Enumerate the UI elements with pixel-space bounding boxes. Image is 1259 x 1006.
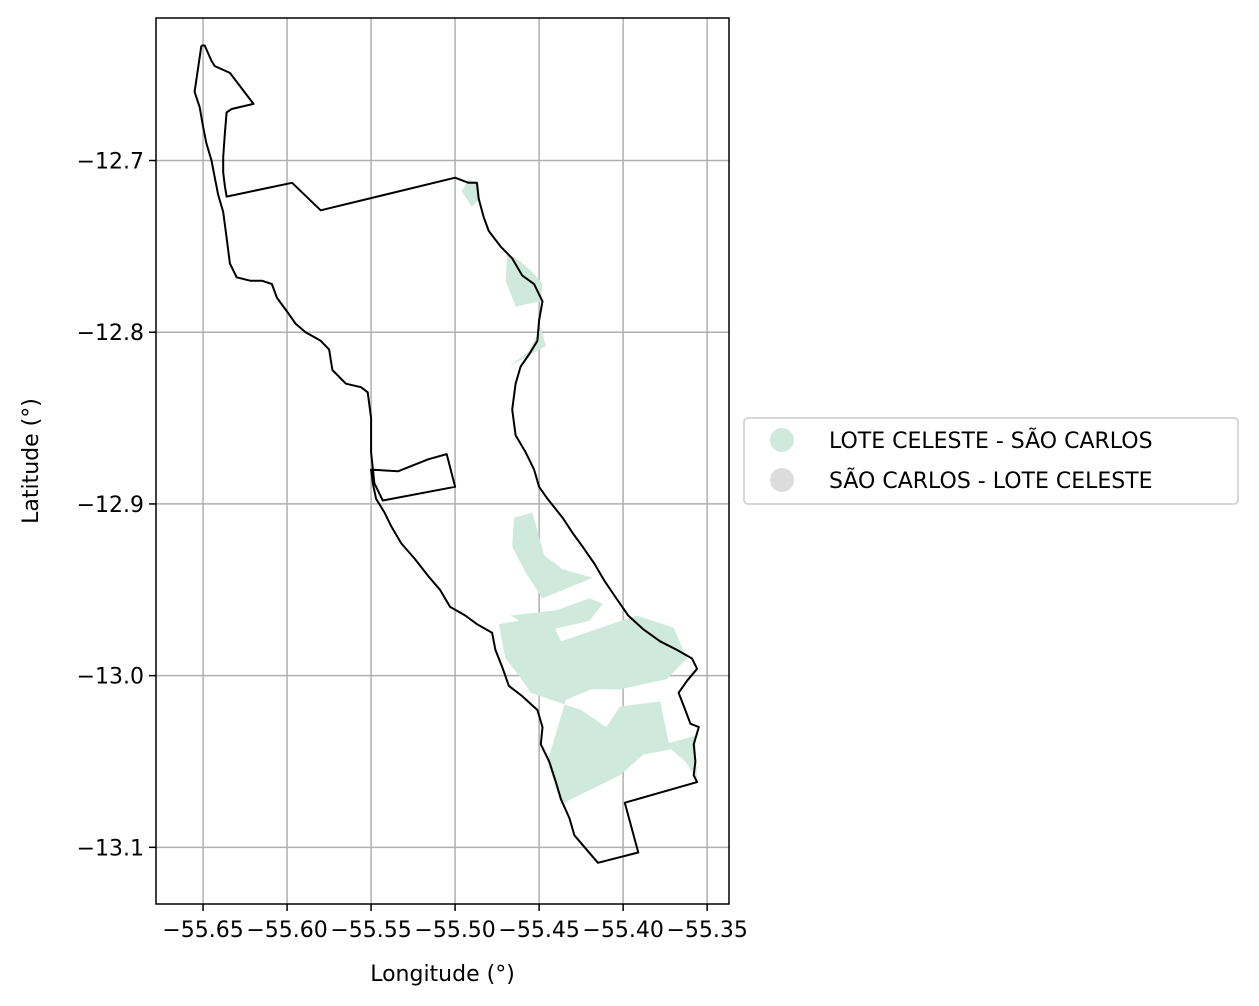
parcel-region [505, 253, 543, 307]
x-tick-label: −55.60 [246, 918, 327, 943]
parcel-region [498, 615, 687, 805]
boundary-line [193, 44, 700, 864]
y-tick-label: −12.8 [77, 321, 144, 346]
gridlines [156, 18, 729, 904]
legend-label: LOTE CELESTE - SÃO CARLOS [829, 427, 1153, 454]
y-axis-title: Latitude (°) [19, 398, 44, 524]
parcel-region [512, 512, 593, 599]
legend-box [743, 417, 1239, 505]
x-tick-label: −55.65 [162, 918, 243, 943]
x-axis-title: Longitude (°) [370, 962, 515, 987]
y-tick-label: −12.7 [77, 150, 144, 175]
boundary-outline [193, 44, 700, 864]
y-tick-label: −12.9 [77, 493, 144, 518]
x-tick-label: −55.35 [666, 918, 747, 943]
legend-marker [770, 428, 794, 452]
legend-marker [770, 468, 794, 492]
plot-frame [155, 17, 730, 905]
x-tick-label: −55.50 [414, 918, 495, 943]
legend-label: SÃO CARLOS - LOTE CELESTE [829, 467, 1153, 494]
x-tick-label: −55.55 [330, 918, 411, 943]
y-tick-label: −13.1 [77, 836, 144, 861]
parcel-region [665, 735, 698, 779]
y-axis-ticks: −12.7 −12.8 −12.9 −13.0 −13.1 [77, 150, 156, 861]
x-axis-ticks: −55.65 −55.60 −55.55 −55.50 −55.45 −55.40 −55.… [162, 904, 748, 943]
x-tick-label: −55.45 [498, 918, 579, 943]
filled-parcels [461, 179, 698, 805]
parcel-region [508, 327, 546, 367]
legend: LOTE CELESTE - SÃO CARLOS SÃO CARLOS - LO… [743, 417, 1239, 505]
parcel-region [461, 179, 481, 207]
y-tick-label: −13.0 [77, 665, 144, 690]
x-tick-label: −55.40 [582, 918, 663, 943]
